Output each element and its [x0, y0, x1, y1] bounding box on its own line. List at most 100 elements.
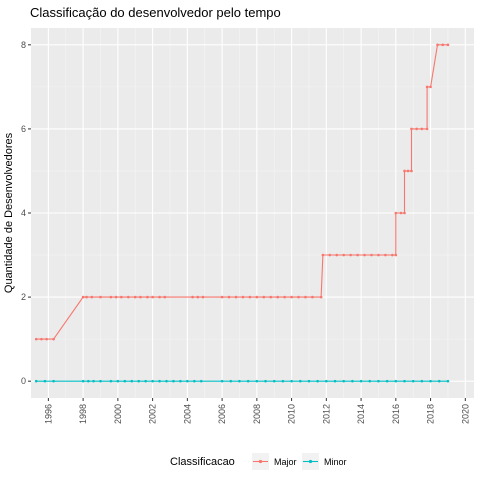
data-point-major	[425, 85, 429, 89]
data-point-major	[420, 127, 424, 131]
data-point-minor	[137, 379, 141, 383]
data-point-minor	[52, 379, 55, 383]
data-point-minor	[255, 379, 259, 383]
data-point-major	[403, 211, 406, 215]
data-point-minor	[359, 379, 363, 383]
data-point-minor	[92, 379, 95, 383]
data-point-major	[349, 253, 352, 257]
chart-title: Classificação do desenvolvedor pelo temp…	[30, 5, 281, 20]
data-point-minor	[403, 379, 406, 383]
data-point-minor	[368, 379, 372, 383]
x-tick-label: 2012	[321, 404, 331, 424]
x-tick-label: 2010	[287, 404, 297, 424]
data-point-major	[120, 295, 123, 299]
data-point-major	[248, 295, 252, 299]
x-tick-label: 2014	[356, 404, 366, 424]
data-point-major	[335, 253, 339, 257]
data-point-minor	[281, 379, 285, 383]
data-point-major	[321, 253, 325, 257]
data-point-major	[319, 295, 323, 299]
data-point-major	[403, 169, 406, 173]
axes-layer: 1996 1998 2000 2002 2004 2006 2008 2010 2012 2014…	[21, 40, 470, 424]
data-point-major	[297, 295, 300, 299]
legend-label-major: Major	[274, 457, 297, 467]
y-tick-label: 8	[21, 40, 26, 50]
data-point-major	[328, 253, 332, 257]
data-point-major	[52, 337, 55, 341]
data-point-major	[425, 127, 429, 131]
data-point-major	[406, 169, 410, 173]
legend-point-major	[258, 459, 263, 464]
data-point-major	[220, 295, 224, 299]
y-tick-label: 0	[21, 376, 26, 386]
data-point-major	[191, 295, 194, 299]
data-point-major	[446, 43, 450, 47]
data-point-minor	[246, 379, 250, 383]
data-point-minor	[298, 379, 302, 383]
data-point-minor	[307, 379, 311, 383]
data-point-minor	[437, 379, 441, 383]
legend: Classificacao Major Minor	[170, 453, 347, 470]
data-point-minor	[342, 379, 346, 383]
data-point-major	[262, 295, 266, 299]
data-point-minor	[264, 379, 267, 383]
y-tick-label: 6	[21, 124, 26, 134]
data-point-minor	[193, 379, 196, 383]
data-point-minor	[220, 379, 224, 383]
data-point-major	[34, 337, 38, 341]
y-tick-label: 2	[21, 292, 26, 302]
data-point-major	[363, 253, 366, 257]
data-point-major	[196, 295, 200, 299]
y-axis-label: Quantidade de Desenvolvedores	[3, 132, 15, 293]
data-point-minor	[99, 379, 102, 383]
data-point-minor	[316, 379, 319, 383]
data-point-major	[290, 295, 293, 299]
y-tick-label: 4	[21, 208, 26, 218]
data-point-major	[276, 295, 279, 299]
data-point-major	[126, 295, 130, 299]
data-point-major	[394, 211, 398, 215]
data-point-major	[377, 253, 380, 257]
data-point-major	[410, 169, 413, 173]
data-point-minor	[272, 379, 276, 383]
data-point-major	[410, 127, 413, 131]
data-point-minor	[109, 379, 113, 383]
data-point-major	[391, 253, 394, 257]
data-point-major	[227, 295, 231, 299]
legend-point-minor	[308, 459, 313, 464]
data-point-major	[304, 295, 307, 299]
data-point-major	[255, 295, 259, 299]
data-point-major	[109, 295, 113, 299]
data-point-major	[441, 43, 445, 47]
data-point-minor	[385, 379, 389, 383]
data-point-minor	[351, 379, 354, 383]
data-point-major	[163, 295, 167, 299]
legend-items: Major Minor	[252, 453, 347, 470]
data-point-major	[370, 253, 373, 257]
data-point-major	[399, 211, 403, 215]
data-point-major	[133, 295, 137, 299]
data-point-major	[90, 295, 94, 299]
x-tick-label: 2008	[252, 404, 262, 424]
data-point-major	[394, 253, 398, 257]
data-point-major	[384, 253, 387, 257]
data-point-major	[85, 295, 88, 299]
data-point-major	[269, 295, 273, 299]
data-point-minor	[165, 379, 168, 383]
data-point-major	[158, 295, 161, 299]
data-point-major	[146, 295, 149, 299]
x-tick-label: 2020	[460, 404, 470, 424]
data-point-minor	[394, 379, 398, 383]
data-point-major	[114, 295, 118, 299]
data-point-minor	[420, 379, 424, 383]
data-point-major	[139, 295, 142, 299]
data-point-major	[342, 253, 346, 257]
data-point-minor	[186, 379, 189, 383]
data-point-minor	[172, 379, 175, 383]
series-layer	[34, 43, 450, 383]
data-point-minor	[199, 379, 203, 383]
x-tick-label: 2006	[217, 404, 227, 424]
data-point-minor	[429, 379, 432, 383]
